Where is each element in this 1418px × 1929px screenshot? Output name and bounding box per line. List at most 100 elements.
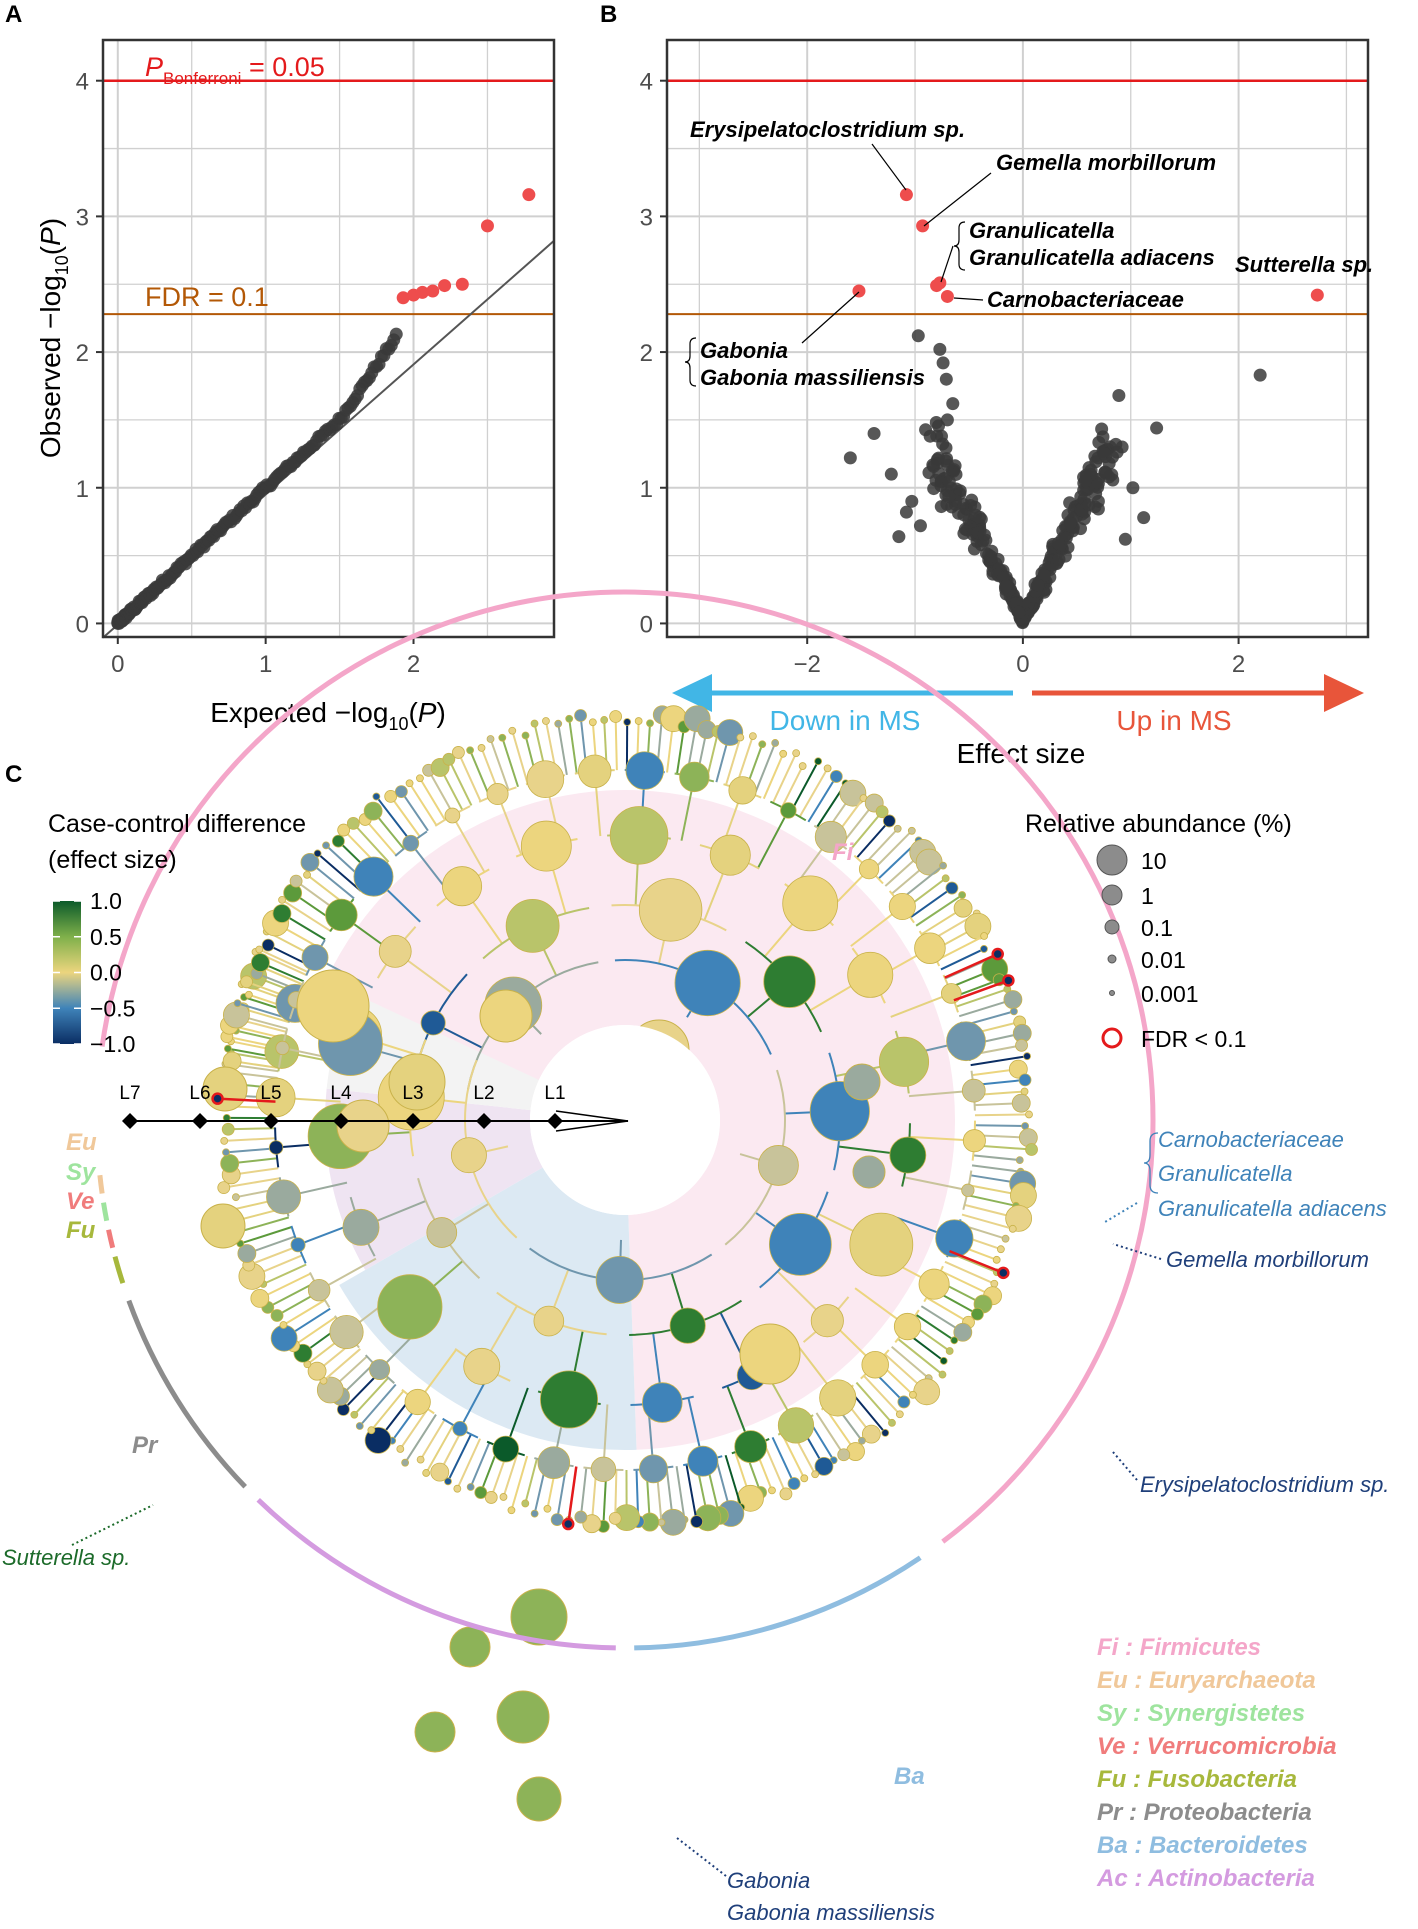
leader-gemella: [923, 172, 992, 227]
branch: [456, 1438, 482, 1490]
label-carno: Carnobacteriaceae: [987, 287, 1184, 312]
qq-point-significant: [415, 285, 429, 299]
leader-gabonia: [801, 291, 860, 344]
taxon-node: [839, 779, 867, 807]
taxon-node: [814, 1456, 834, 1476]
panel-a-ticks: 0 1 2 0 1 2 3 4: [76, 69, 421, 678]
color-legend-title-1: Case-control difference: [48, 810, 306, 838]
label-sutterella: Sutterella sp.: [1235, 252, 1373, 277]
taxon-node: [251, 953, 270, 972]
branch: [447, 1433, 472, 1482]
branch: [926, 1296, 970, 1324]
branch-significant: [949, 1249, 1004, 1274]
phylum-legend-ac: Ac : Actinobacteria: [1096, 1865, 1315, 1892]
taxon-node: [996, 1245, 1005, 1254]
taxon-node: [990, 1279, 999, 1288]
taxon-node: [346, 816, 360, 830]
taxon-node: [270, 1324, 298, 1352]
panel-b: B −2 0 2 0 1 2 3 4 Erysipelatoclostridium sp. G…: [600, 1, 1373, 769]
phylum-abbr-eu: Eu: [66, 1129, 97, 1156]
branch: [970, 1055, 1028, 1067]
size-legend-circle: [1104, 919, 1120, 935]
branch: [375, 795, 413, 844]
taxon-node: [588, 718, 597, 727]
taxon-node: [938, 1370, 947, 1379]
tree-leader-carno: [1104, 1202, 1138, 1223]
level-axis-arrow: [555, 1110, 629, 1132]
taxon-node: [543, 1504, 552, 1513]
taxon-node: [363, 801, 383, 821]
taxon-node: [290, 1237, 306, 1253]
qq-point-significant: [396, 291, 410, 305]
taxon-node: [224, 1044, 232, 1053]
taxon-node: [1010, 1007, 1018, 1016]
panel-b-plot-area: [667, 40, 1368, 637]
branch: [973, 1154, 1020, 1162]
taxon-node-large: [516, 1776, 562, 1822]
level-axis: L7 L6 L5 L4 L3 L2 L1: [119, 1083, 629, 1132]
panel-a-points: [111, 188, 536, 630]
taxon-node: [492, 1435, 520, 1463]
taxon-node: [313, 849, 322, 858]
branch: [940, 948, 985, 971]
branch: [856, 820, 891, 859]
taxon-node: [337, 823, 351, 837]
phylum-abbr-fu: Fu: [66, 1217, 96, 1244]
volcano-point: [1031, 578, 1045, 592]
branch: [419, 1419, 446, 1461]
taxon-node: [758, 1145, 799, 1186]
taxon-node: [1005, 1204, 1033, 1232]
volcano-point: [940, 452, 954, 466]
branch-significant: [217, 1097, 276, 1103]
y-tick-label: 1: [76, 476, 89, 503]
branch: [936, 935, 985, 962]
taxon-node: [638, 878, 703, 942]
taxon-node: [609, 806, 669, 865]
branch-significant: [944, 952, 999, 979]
branch: [259, 1272, 311, 1300]
taxon-node: [888, 1418, 896, 1427]
volcano-point: [1253, 368, 1267, 382]
taxon-node: [322, 841, 330, 850]
taxon-node: [639, 1454, 668, 1484]
branch: [404, 1414, 437, 1464]
color-legend: Case-control difference (effect size) 1.…: [48, 810, 306, 1057]
branch: [352, 822, 390, 863]
branch: [419, 777, 446, 821]
taxon-node: [971, 1307, 984, 1321]
branch: [489, 738, 510, 791]
taxon-node: [953, 1322, 973, 1342]
taxon-node: [331, 834, 345, 848]
branch: [757, 809, 790, 869]
volcano-point: [1150, 421, 1164, 435]
taxon-node: [625, 751, 664, 790]
volcano-point: [985, 544, 999, 558]
branch: [891, 1345, 930, 1379]
taxon-node: [716, 719, 744, 746]
y-tick-label: 4: [76, 69, 89, 96]
panel-a-letter: A: [5, 1, 22, 28]
tree-annotations: Carnobacteriaceae Granulicatella Granuli…: [2, 1127, 1389, 1925]
volcano-point-significant: [899, 188, 913, 202]
x-tick-label: 2: [1232, 651, 1245, 678]
branch: [772, 752, 798, 804]
taxon-node: [800, 1474, 809, 1483]
taxon-node: [861, 1424, 881, 1444]
panel-b-annotations: Erysipelatoclostridium sp. Gemella morbi…: [684, 117, 1373, 390]
taxon-node: [962, 1129, 986, 1153]
y-tick-label: 2: [76, 340, 89, 367]
qq-point: [389, 327, 403, 341]
branch: [944, 1260, 995, 1285]
qq-point-significant: [426, 284, 440, 298]
taxon-node-large: [510, 1588, 568, 1646]
taxon-node: [1008, 1059, 1028, 1079]
size-legend: Relative abundance (%) 10 1 0.1 0.01 0.001 F…: [1025, 810, 1292, 1052]
taxon-node: [958, 891, 967, 899]
taxon-node: [736, 733, 745, 742]
taxon-node: [416, 1455, 425, 1464]
branch: [675, 1466, 686, 1520]
branch: [974, 1124, 1026, 1128]
taxon-node: [595, 1255, 644, 1304]
taxon-node: [768, 1486, 776, 1495]
branch: [451, 815, 486, 873]
